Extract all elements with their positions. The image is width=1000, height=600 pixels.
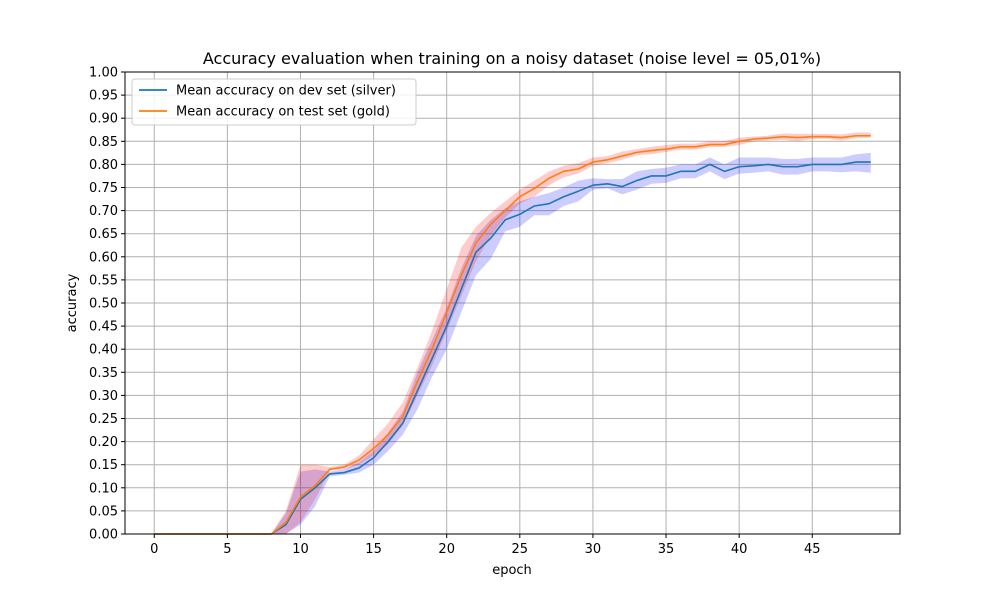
y-axis-ticks: 0.00 0.05 0.10 0.15 0.20 0.25 0.30 0.35 0.40 0.45… (89, 66, 125, 543)
confidence-bands (154, 132, 871, 534)
x-tick-label: 5 (223, 542, 231, 557)
y-tick-label: 0.90 (89, 112, 118, 127)
series-lines (154, 134, 871, 535)
y-tick-label: 0.45 (89, 320, 118, 335)
x-tick-label: 15 (365, 542, 382, 557)
legend: Mean accuracy on dev set (silver) Mean ac… (131, 78, 417, 126)
y-axis-label: accuracy (65, 273, 80, 332)
x-axis-ticks: 0 5 10 15 20 25 30 35 40 45 (150, 534, 821, 557)
y-tick-label: 1.00 (89, 66, 118, 81)
y-tick-label: 0.35 (89, 366, 118, 381)
y-tick-label: 0.85 (89, 135, 118, 150)
y-tick-label: 0.80 (89, 158, 118, 173)
y-tick-label: 0.75 (89, 181, 118, 196)
y-tick-label: 0.50 (89, 297, 118, 312)
x-tick-label: 45 (804, 542, 821, 557)
y-tick-label: 0.25 (89, 412, 118, 427)
y-tick-label: 0.60 (89, 250, 118, 265)
x-tick-label: 0 (150, 542, 158, 557)
y-tick-label: 0.65 (89, 227, 118, 242)
x-axis-label: epoch (492, 563, 532, 578)
y-tick-label: 0.15 (89, 458, 118, 473)
x-tick-label: 25 (512, 542, 529, 557)
y-tick-label: 0.10 (89, 481, 118, 496)
x-tick-label: 40 (731, 542, 748, 557)
y-tick-label: 0.05 (89, 504, 118, 519)
grid (125, 71, 900, 535)
y-tick-label: 0.70 (89, 204, 118, 219)
x-tick-label: 10 (292, 542, 309, 557)
y-tick-label: 0.55 (89, 273, 118, 288)
legend-entry-0: Mean accuracy on dev set (silver) (176, 84, 396, 99)
y-tick-label: 0.30 (89, 389, 118, 404)
legend-entry-1: Mean accuracy on test set (gold) (176, 105, 390, 120)
x-tick-label: 30 (585, 542, 602, 557)
y-tick-label: 0.95 (89, 89, 118, 104)
series-1-line (154, 134, 871, 535)
legend-box (131, 78, 417, 126)
x-tick-label: 35 (658, 542, 675, 557)
y-tick-label: 0.20 (89, 435, 118, 450)
series-0-confidence-band (154, 152, 871, 534)
x-tick-label: 20 (438, 542, 455, 557)
y-tick-label: 0.40 (89, 343, 118, 358)
chart-title: Accuracy evaluation when training on a n… (203, 49, 821, 68)
y-tick-label: 0.00 (89, 528, 118, 543)
